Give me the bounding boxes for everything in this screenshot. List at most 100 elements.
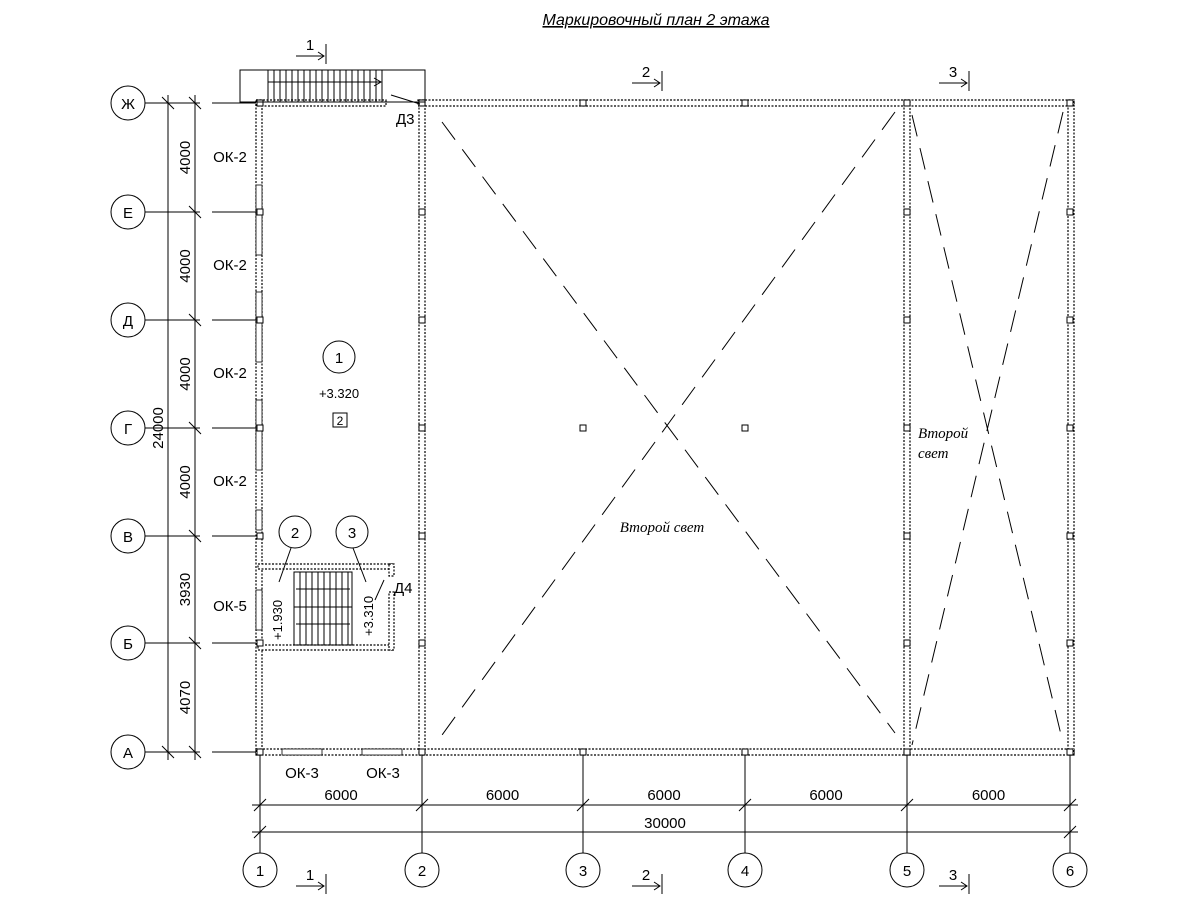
external-stair [239,69,426,103]
column-axis-label: 4 [741,863,749,880]
room-level: +3.310 [361,596,376,636]
window-label: ОК-3 [285,765,319,782]
column [903,424,911,432]
room-1: 1 +3.320 2 [319,340,359,428]
internal-stair [293,571,353,646]
column [741,424,749,432]
column [579,99,587,107]
section-label: 1 [306,37,314,54]
room-number: 2 [291,525,299,542]
row-dimension: 3930 [177,573,194,606]
section-arrow-head [317,51,325,61]
door-swing [374,579,385,601]
column [903,639,911,647]
window [255,291,263,363]
grid-axes: Ж Е Д Г В Б А 1 2 3 4 5 6 [110,85,1088,888]
window-label: ОК-3 [366,765,400,782]
row-axis-label: Д [123,313,133,330]
row-axis-label: В [123,529,133,546]
section-arrow-head [960,881,968,891]
column [256,99,264,107]
column [256,639,264,647]
window [281,748,323,756]
row-dimension: 4000 [177,465,194,498]
section-marks: 1 2 3 1 2 3 [296,37,970,894]
column-axis-label: 1 [256,863,264,880]
room-number: 1 [335,350,343,367]
column [418,424,426,432]
dimensions: 4000 4000 4000 4000 3930 4070 24000 6000 6000 600… [150,95,1078,839]
column [1066,208,1074,216]
column [1066,316,1074,324]
column [256,532,264,540]
column [579,424,587,432]
column-axis-label: 3 [579,863,587,880]
wall [388,591,395,651]
column [1066,748,1074,756]
column [903,532,911,540]
door-label: Д4 [394,580,413,597]
section-arrow-head [653,881,661,891]
column [418,99,426,107]
section-label: 1 [306,867,314,884]
column [256,208,264,216]
section-label: 2 [642,867,650,884]
walls [239,69,1075,756]
column-total-dimension: 30000 [644,815,686,832]
column-axis-label: 5 [903,863,911,880]
column-dimension: 6000 [324,787,357,804]
row-axis-label: Ж [121,96,135,113]
window-label: ОК-2 [213,473,247,490]
window [361,748,403,756]
column-dimension: 6000 [809,787,842,804]
column [418,748,426,756]
window-label: ОК-2 [213,257,247,274]
row-axis-label: Г [124,421,132,438]
column [1066,99,1074,107]
wall [255,748,1075,756]
wall [388,563,395,577]
section-arrow-head [960,78,968,88]
window [255,509,263,531]
column [741,748,749,756]
row-dimension: 4000 [177,249,194,282]
row-dimension: 4000 [177,141,194,174]
column [1066,639,1074,647]
wall [255,99,387,107]
double-height-markers: Второй свет Второй свет [441,111,1064,746]
column [903,316,911,324]
column [1066,532,1074,540]
column [256,424,264,432]
row-axis-label: Е [123,205,133,222]
wall [257,644,394,651]
row-axis-label: А [123,745,133,762]
double-height-label-side-2: свет [918,446,949,462]
wall [257,563,394,570]
window-label: ОК-2 [213,149,247,166]
door-label: Д3 [396,111,415,128]
section-arrow-head [653,78,661,88]
column [741,99,749,107]
row-dimension: 4070 [177,681,194,714]
room-level: +3.320 [319,386,359,401]
room-tag: 2 [337,414,344,428]
row-axis-label: Б [123,636,133,653]
column [418,639,426,647]
column-axis-label: 6 [1066,863,1074,880]
column [256,316,264,324]
door-swing [390,94,421,105]
window [255,184,263,256]
section-arrow-head [317,881,325,891]
window-label: ОК-5 [213,598,247,615]
stair-arrow-head [373,77,383,87]
column [903,748,911,756]
column [903,208,911,216]
window-labels: ОК-2 ОК-2 ОК-2 ОК-2 ОК-5 ОК-3 ОК-3 Д3 Д4 [213,111,414,782]
column-dimension: 6000 [486,787,519,804]
window [255,399,263,471]
column [903,99,911,107]
column [579,748,587,756]
room-number: 3 [348,525,356,542]
window [255,589,263,631]
